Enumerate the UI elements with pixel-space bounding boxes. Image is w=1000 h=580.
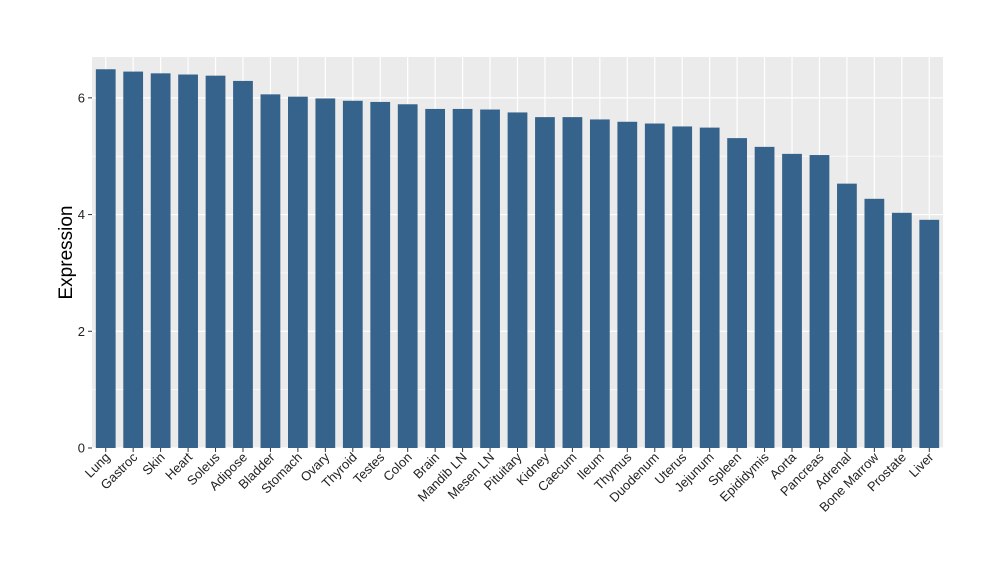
bar xyxy=(425,108,446,448)
bar xyxy=(370,101,391,448)
y-axis: 0 2 4 6 xyxy=(78,90,92,456)
y-tick-label: 6 xyxy=(78,90,85,105)
bar xyxy=(233,80,253,448)
bar xyxy=(754,146,775,448)
bar xyxy=(617,121,638,448)
bar xyxy=(837,183,857,448)
bar xyxy=(672,126,693,449)
bar xyxy=(809,155,830,448)
bar xyxy=(95,69,116,449)
bar xyxy=(589,119,610,448)
x-tick-label: Testes xyxy=(350,449,388,487)
x-tick-label: Liver xyxy=(906,449,937,480)
bar xyxy=(699,127,720,448)
bar xyxy=(727,138,747,448)
bar xyxy=(288,96,308,448)
bar xyxy=(782,153,802,448)
bar xyxy=(397,104,418,449)
bar xyxy=(507,112,528,448)
x-axis: LungGastrocSkinHeartSoleusAdiposeBladder… xyxy=(82,448,937,515)
y-tick-label: 4 xyxy=(78,207,85,222)
bar xyxy=(123,71,144,449)
bar xyxy=(315,98,336,448)
bar xyxy=(260,94,281,449)
bar xyxy=(205,75,226,449)
bar xyxy=(452,108,473,448)
x-tick-label: Colon xyxy=(380,450,415,485)
bar xyxy=(178,74,198,449)
bar xyxy=(919,219,940,448)
bar xyxy=(644,123,665,449)
y-tick-label: 0 xyxy=(78,441,85,456)
bars xyxy=(95,69,940,449)
bar xyxy=(864,198,885,448)
bar xyxy=(342,100,363,449)
bar xyxy=(480,109,500,448)
bar xyxy=(891,212,912,448)
bar xyxy=(150,73,171,448)
y-axis-title: Expression xyxy=(56,206,77,300)
y-tick-label: 2 xyxy=(78,324,85,339)
bar xyxy=(535,117,555,449)
bar xyxy=(562,117,583,449)
